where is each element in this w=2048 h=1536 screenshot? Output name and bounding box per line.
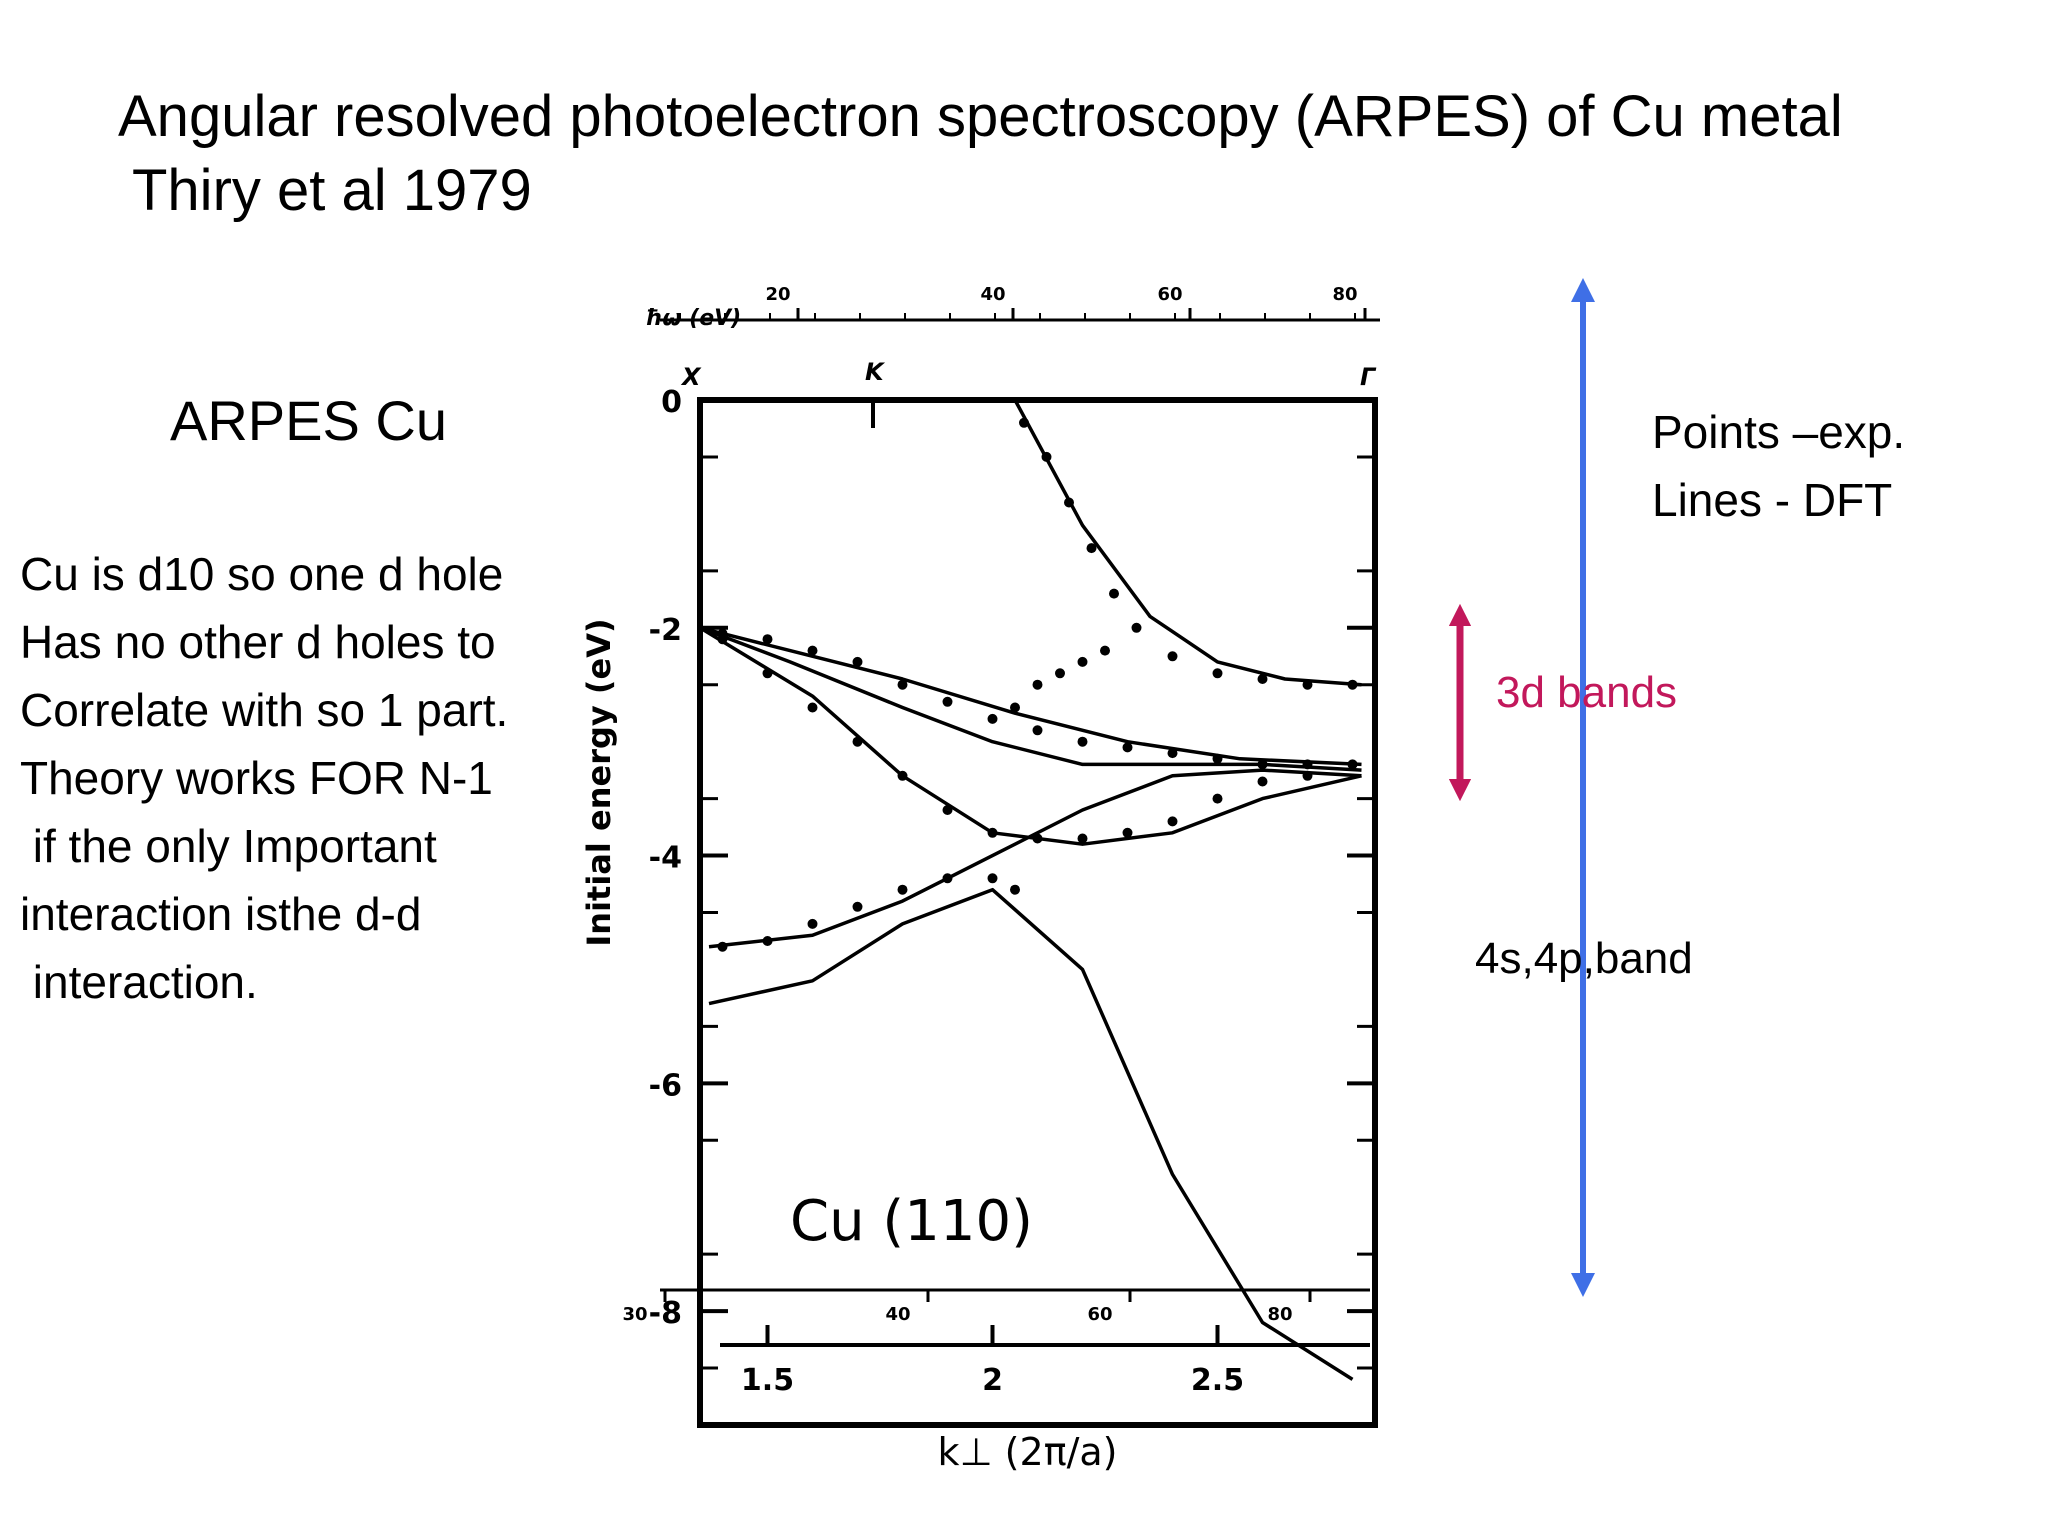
exp-point bbox=[1167, 748, 1178, 759]
exp-point bbox=[1032, 725, 1043, 736]
exp-point bbox=[897, 679, 908, 690]
chart-label: Cu (110) bbox=[790, 1189, 1033, 1254]
exp-point bbox=[987, 873, 998, 884]
exp-point bbox=[1302, 770, 1313, 781]
body-line: Cu is d10 so one d hole bbox=[20, 548, 504, 600]
exp-point bbox=[1257, 776, 1268, 787]
exp-point bbox=[762, 668, 773, 679]
exp-point bbox=[1077, 736, 1088, 747]
bottom-hw-tick-label: 60 bbox=[1087, 1304, 1112, 1325]
exp-point bbox=[1055, 668, 1065, 679]
exp-point bbox=[1167, 816, 1178, 827]
top-tick-label: 60 bbox=[1157, 284, 1182, 305]
exp-point bbox=[1257, 674, 1268, 684]
body-line: Has no other d holes to bbox=[20, 616, 496, 668]
x-axis-label: k⊥ (2π/a) bbox=[938, 1430, 1118, 1474]
y-axis-label: Initial energy (eV) bbox=[580, 618, 618, 946]
exp-point bbox=[1041, 451, 1052, 462]
exp-point bbox=[1167, 651, 1178, 662]
title-line-2: Thiry et al 1979 bbox=[132, 158, 532, 223]
exp-point bbox=[1109, 588, 1119, 599]
slide-title: Angular resolved photoelectron spectrosc… bbox=[118, 80, 1843, 228]
exp-point bbox=[717, 941, 728, 952]
symmetry-label-x: X bbox=[680, 363, 702, 391]
exp-point bbox=[852, 656, 863, 667]
exp-point bbox=[1100, 645, 1110, 656]
subheading: ARPES Cu bbox=[170, 389, 447, 452]
top-tick-label: 20 bbox=[765, 284, 790, 305]
body-text: Cu is d10 so one d hole Has no other d h… bbox=[20, 540, 508, 1016]
exp-point bbox=[1086, 543, 1097, 554]
legend-lines: Lines - DFT bbox=[1652, 474, 1893, 526]
symmetry-label-k: K bbox=[865, 358, 886, 386]
exp-point bbox=[1122, 742, 1133, 753]
y-tick-label: -2 bbox=[649, 613, 682, 648]
exp-point bbox=[1212, 753, 1223, 764]
top-tick-label: 40 bbox=[980, 284, 1005, 305]
exp-point bbox=[987, 827, 998, 838]
exp-point bbox=[1064, 497, 1074, 508]
exp-point bbox=[1302, 679, 1313, 690]
legend-note: Points –exp. Lines - DFT bbox=[1652, 398, 1905, 534]
exp-point bbox=[1347, 759, 1358, 770]
exp-point bbox=[897, 884, 908, 895]
exp-point bbox=[1019, 417, 1029, 428]
exp-point bbox=[852, 901, 863, 912]
exp-point bbox=[1010, 702, 1020, 713]
exp-point bbox=[1347, 679, 1358, 690]
symmetry-label-gamma: Γ bbox=[1360, 363, 1377, 391]
body-line: if the only Important bbox=[20, 820, 437, 872]
exp-point bbox=[762, 634, 773, 645]
exp-point bbox=[807, 702, 818, 713]
y-tick-label: 0 bbox=[661, 385, 682, 420]
exp-point bbox=[762, 936, 773, 946]
dft-line-2 bbox=[699, 626, 1362, 772]
y-tick-label: -6 bbox=[649, 1068, 682, 1103]
y-tick-label: -4 bbox=[649, 841, 682, 876]
exp-point bbox=[987, 713, 998, 724]
exp-point bbox=[807, 918, 818, 929]
body-line: Correlate with so 1 part. bbox=[20, 684, 509, 736]
dft-line-4 bbox=[708, 768, 1362, 949]
label-4s4p-band: 4s,4p,band bbox=[1475, 934, 1693, 983]
exp-point bbox=[1032, 833, 1043, 844]
exp-point bbox=[852, 736, 863, 747]
exp-point bbox=[1257, 759, 1268, 770]
dft-line-5 bbox=[708, 887, 1354, 1381]
exp-point bbox=[1212, 793, 1223, 804]
exp-point bbox=[1077, 833, 1088, 844]
exp-point bbox=[1077, 656, 1088, 667]
legend-points: Points –exp. bbox=[1652, 406, 1906, 458]
exp-point bbox=[942, 696, 953, 707]
x-tick-label: 2.5 bbox=[1191, 1363, 1244, 1398]
exp-point bbox=[1131, 622, 1142, 633]
dft-line-1 bbox=[699, 626, 1362, 767]
exp-point bbox=[942, 873, 953, 884]
exp-point bbox=[942, 805, 953, 815]
body-line: interaction. bbox=[20, 956, 258, 1008]
exp-point bbox=[717, 634, 728, 645]
exp-point bbox=[897, 770, 908, 781]
x-tick-label: 2 bbox=[982, 1363, 1003, 1398]
body-line: interaction isthe d-d bbox=[20, 888, 422, 940]
exp-point bbox=[1122, 827, 1133, 838]
body-line: Theory works FOR N-1 bbox=[20, 752, 493, 804]
title-line-1: Angular resolved photoelectron spectrosc… bbox=[118, 84, 1843, 149]
exp-point bbox=[1032, 679, 1043, 690]
exp-point bbox=[1010, 884, 1020, 895]
label-3d-bands: 3d bands bbox=[1496, 668, 1678, 717]
exp-point bbox=[1302, 759, 1313, 770]
x-tick-label: 1.5 bbox=[741, 1363, 794, 1398]
exp-point bbox=[1212, 668, 1223, 679]
bottom-hw-tick-label: 30 bbox=[622, 1304, 647, 1325]
bottom-hw-tick-label: 40 bbox=[885, 1304, 910, 1325]
exp-point bbox=[807, 645, 818, 656]
top-tick-label: 80 bbox=[1332, 284, 1357, 305]
bottom-hw-tick-label: 80 bbox=[1267, 1304, 1292, 1325]
